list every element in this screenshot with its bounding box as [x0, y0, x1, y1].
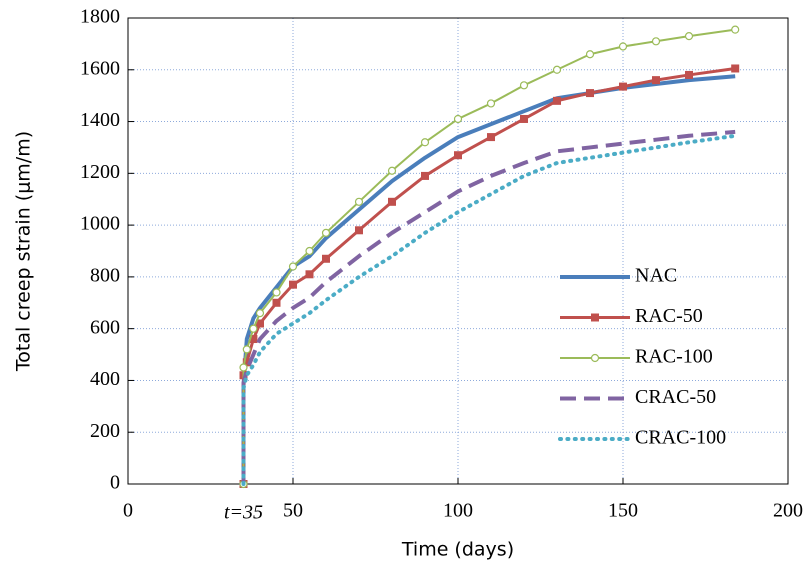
marker: [486, 99, 496, 108]
y-tick-label: 600: [90, 316, 120, 338]
annotation: t=35: [224, 502, 263, 524]
x-axis-title: Time (days): [401, 539, 514, 561]
marker: [272, 288, 281, 297]
marker: [305, 270, 314, 279]
legend-label: NAC: [635, 265, 677, 287]
marker: [249, 324, 258, 333]
marker: [355, 226, 363, 235]
series-line: [241, 129, 736, 484]
marker: [731, 25, 740, 34]
marker: [454, 151, 462, 160]
legend-label: CRAC-50: [635, 386, 716, 408]
y-tick-label: 1000: [80, 213, 120, 235]
y-tick-label: 1800: [80, 6, 120, 28]
marker: [585, 50, 595, 59]
marker: [619, 82, 627, 91]
marker: [321, 228, 331, 237]
y-tick-label: 1400: [80, 109, 120, 131]
marker: [239, 363, 248, 372]
legend-label: RAC-50: [635, 305, 703, 327]
marker: [552, 65, 562, 74]
y-tick-label: 400: [90, 368, 120, 390]
x-tick-label: 0: [123, 500, 133, 522]
marker: [255, 309, 265, 318]
legend-label: RAC-100: [635, 346, 713, 368]
plot-frame: [127, 17, 789, 485]
marker: [684, 32, 694, 41]
marker: [388, 197, 396, 206]
y-tick-label: 200: [90, 420, 120, 442]
marker: [553, 96, 561, 105]
legend-label: CRAC-100: [635, 427, 726, 449]
marker: [387, 166, 397, 175]
marker: [256, 319, 264, 328]
y-axis-title: Total creep strain (μm/m): [13, 131, 35, 372]
series-line: [242, 28, 736, 484]
marker: [685, 70, 693, 79]
marker: [249, 335, 258, 344]
y-tick-label: 0: [110, 472, 120, 494]
marker: [591, 313, 599, 322]
x-tick-label: 150: [608, 500, 638, 522]
marker: [242, 358, 251, 367]
marker: [652, 76, 660, 85]
marker: [272, 298, 281, 307]
marker: [421, 171, 429, 180]
marker: [618, 42, 628, 51]
marker: [651, 37, 661, 46]
x-tick-label: 200: [773, 500, 803, 522]
x-tick-label: 100: [443, 500, 473, 522]
x-tick-label: 50: [283, 500, 303, 522]
marker: [354, 197, 364, 206]
marker: [420, 138, 430, 147]
marker: [289, 280, 297, 289]
marker: [731, 64, 740, 73]
marker: [322, 254, 330, 263]
marker: [242, 345, 251, 354]
y-tick-label: 800: [90, 264, 120, 286]
y-tick-label: 1600: [80, 57, 120, 79]
marker: [487, 133, 495, 142]
marker: [453, 114, 463, 124]
marker: [305, 246, 314, 256]
marker: [586, 89, 594, 98]
series-line: [241, 133, 738, 486]
marker: [520, 114, 528, 123]
marker: [590, 353, 600, 363]
marker: [519, 81, 529, 90]
marker: [288, 262, 298, 271]
y-tick-label: 1200: [80, 161, 120, 183]
